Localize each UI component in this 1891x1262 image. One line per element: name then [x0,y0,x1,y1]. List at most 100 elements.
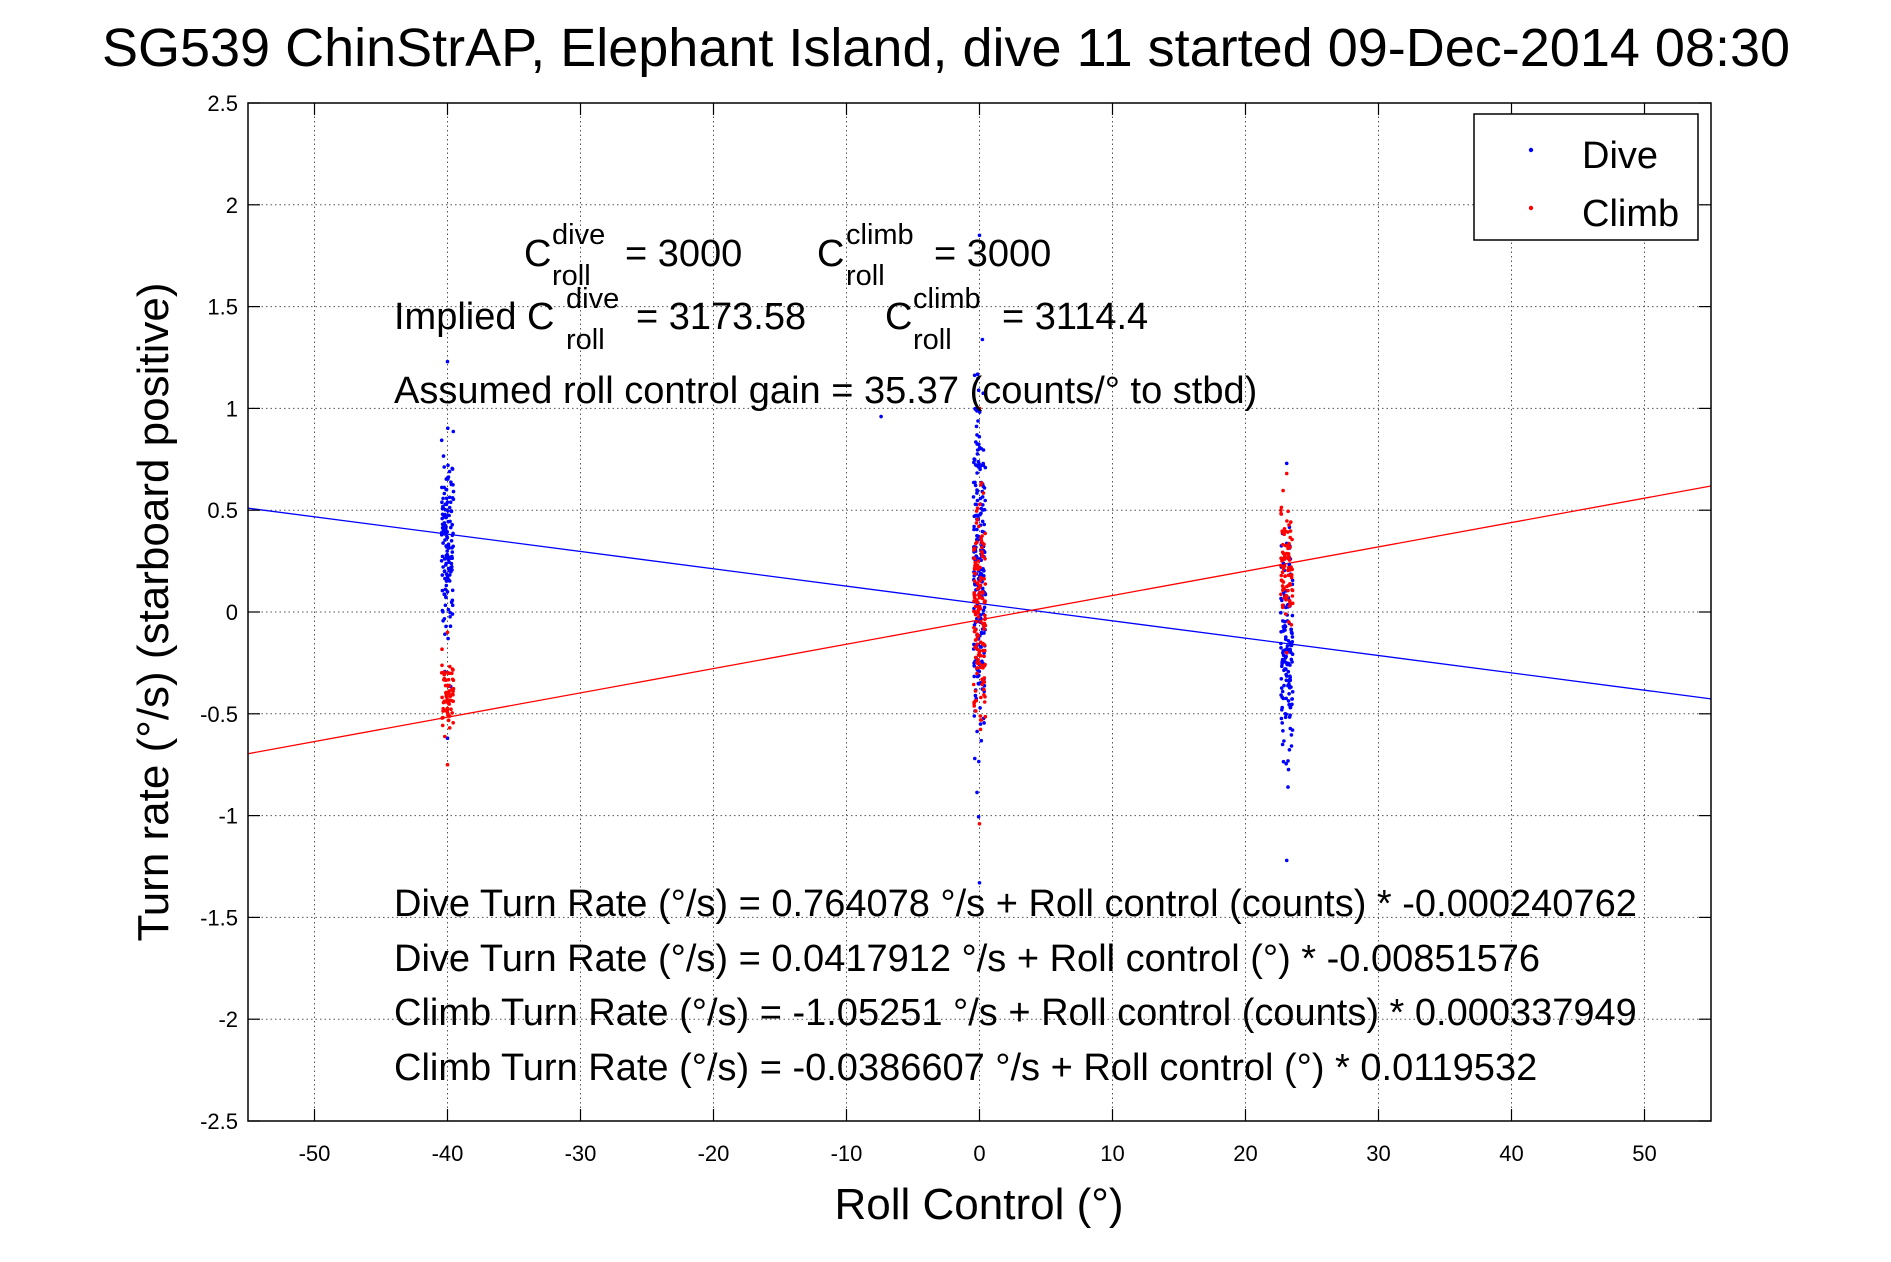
dive-point [1289,630,1294,635]
dive-point [446,636,450,641]
dive-point [448,615,452,619]
c-roll-climb-subscript: roll [846,260,885,292]
y-tick-label: -1.5 [200,905,238,930]
dive-point [1282,668,1286,673]
dive-point [972,460,976,465]
c-roll-dive-superscript: dive [552,219,605,251]
climb-point [445,691,449,696]
dive-point [445,736,450,741]
climb-point [1280,603,1285,608]
x-tick-label: -50 [299,1141,331,1166]
dive-point [973,756,977,761]
dive-point [442,523,447,527]
dive-point [446,607,451,612]
dive-point [442,592,447,596]
dive-point [1286,759,1290,763]
climb-point [440,695,444,700]
dive-point [973,502,978,507]
climb-point [975,642,979,646]
dive-point [444,595,448,599]
climb-point [446,712,450,716]
climb-point [1286,530,1290,534]
axis-ticks: -50 -40 -30 -20 -10 0 10 20 30 40 50 2.5 2 1.5 1 0.5 0 -0… [200,91,1711,1166]
y-tick-label: 2 [226,193,238,218]
dive-point [450,467,455,471]
implied-prefix: Implied C [394,296,555,338]
dive-point [441,496,445,501]
climb-point [972,579,977,583]
climb-point [1288,600,1292,605]
dive-point [448,610,452,615]
climb-point [983,582,988,586]
dive-point [446,463,450,468]
dive-point [447,513,451,518]
climb-point [1279,578,1284,582]
dive-point [449,539,454,543]
climb-point [1286,509,1290,514]
climb-point [448,664,452,669]
dive-point [1286,767,1291,772]
dive-points [439,233,1295,885]
dive-point [439,533,444,537]
dive-point [1286,785,1290,789]
climb-point [973,610,977,614]
dive-point [974,424,979,429]
climb-point [975,671,979,676]
dive-point [1286,669,1291,674]
dive-point [972,373,977,378]
x-tick-label: 10 [1100,1141,1124,1166]
climb-point [979,619,983,624]
climb-point [981,591,985,595]
dive-point [977,233,982,238]
climb-point [981,491,986,495]
dive-point [447,505,452,510]
dive-point [439,559,444,563]
climb-point [983,714,988,719]
equation-climb-degrees: Climb Turn Rate (°/s) = -0.0386607 °/s +… [394,1047,1537,1089]
climb-point [976,559,981,563]
dive-point [443,532,447,536]
legend-climb-label: Climb [1582,193,1679,235]
climb-point [1284,595,1289,600]
dive-point [440,608,445,613]
dive-point [450,546,454,550]
dive-point [1286,699,1291,703]
dive-point [1283,624,1288,629]
implied-climb-symbol: C [885,296,912,338]
dive-point [1290,578,1295,583]
climb-point [978,606,983,611]
climb-point [1280,570,1285,574]
dive-point [982,721,986,725]
climb-point [1290,594,1295,598]
dive-point [1280,742,1285,747]
dive-point [979,506,984,511]
dive-point [449,561,454,566]
dive-point [440,506,445,511]
dive-point [443,603,448,608]
legend-climb-marker [1528,205,1534,211]
dive-point [1290,640,1295,644]
climb-point [1284,650,1289,655]
climb-point [979,538,984,543]
climb-point [978,502,982,507]
climb-point [974,698,979,703]
climb-point [976,611,981,615]
dive-point [450,496,455,500]
dive-point [1284,761,1288,766]
dive-point [975,372,980,377]
equation-climb-counts: Climb Turn Rate (°/s) = -1.05251 °/s + R… [394,992,1637,1034]
climb-point [1286,573,1291,577]
dive-point [440,554,445,559]
dive-point [444,502,449,507]
dive-point [1284,696,1288,701]
dive-point [976,815,981,819]
climb-point [442,676,447,681]
climb-point [982,577,986,581]
climb-point [975,666,979,670]
climb-point [446,677,451,682]
climb-point [973,612,978,617]
dive-point [443,507,448,512]
dive-point [976,388,981,393]
legend-box [1473,113,1699,241]
dive-point [441,565,445,569]
